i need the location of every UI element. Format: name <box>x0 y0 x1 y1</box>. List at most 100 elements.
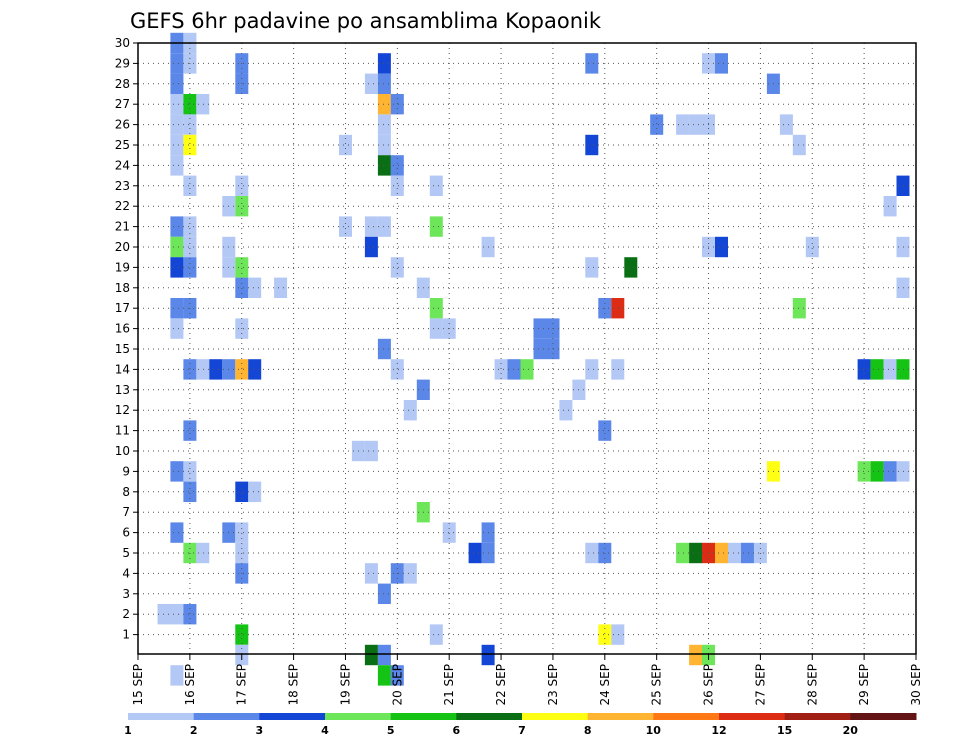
heatmap-cell <box>585 134 599 156</box>
y-tick-label: 29 <box>115 56 130 70</box>
y-tick-label: 9 <box>122 464 130 478</box>
heatmap-cell <box>248 359 262 380</box>
y-tick-label: 26 <box>115 118 130 132</box>
heatmap-cell <box>170 216 184 237</box>
heatmap-cell <box>533 338 547 360</box>
heatmap-cell <box>559 400 573 421</box>
heatmap-cell <box>650 114 664 135</box>
heatmap-cell <box>235 481 249 502</box>
colorbar-label: 8 <box>584 724 592 737</box>
heatmap-cell <box>429 216 443 237</box>
heatmap-cell <box>676 114 690 135</box>
heatmap-cell <box>377 53 391 74</box>
heatmap-cell <box>728 542 741 564</box>
heatmap-cell <box>429 318 443 339</box>
heatmap-cell <box>779 114 793 135</box>
heatmap-cell <box>689 542 703 564</box>
colorbar-label: 12 <box>711 724 726 737</box>
heatmap-cell <box>183 481 197 502</box>
colorbar-label: 7 <box>518 724 526 737</box>
heatmap-cell <box>183 216 197 237</box>
y-tick-label: 12 <box>115 403 130 417</box>
heatmap-cell <box>792 298 806 319</box>
heatmap-cell <box>196 94 210 115</box>
heatmap-cell <box>377 155 391 176</box>
colorbar-swatch <box>193 713 260 720</box>
heatmap-cell <box>339 134 352 156</box>
heatmap-cell <box>883 359 897 380</box>
x-tick-label: 30 SEP <box>909 664 923 706</box>
heatmap-cell <box>170 665 184 686</box>
heatmap-cell <box>494 359 508 380</box>
heatmap-cell <box>883 196 897 217</box>
heatmap-cell <box>377 338 391 360</box>
heatmap-cell <box>377 114 391 135</box>
heatmap-cell <box>248 481 262 502</box>
y-tick-label: 4 <box>122 566 130 580</box>
colorbar-swatch <box>850 713 917 720</box>
heatmap-cell <box>170 53 184 74</box>
y-tick-label: 20 <box>115 240 130 254</box>
x-tick-label: 16 SEP <box>183 664 197 706</box>
y-tick-label: 7 <box>122 505 130 519</box>
heatmap-cell <box>676 542 690 564</box>
y-tick-label: 21 <box>115 220 130 234</box>
y-tick-label: 17 <box>115 301 130 315</box>
colorbar-swatch <box>522 713 589 720</box>
x-tick-label: 21 SEP <box>442 664 456 706</box>
x-tick-label: 18 SEP <box>287 664 301 706</box>
heatmap-cell <box>235 196 249 217</box>
colorbar-label: 3 <box>255 724 263 737</box>
heatmap-cell <box>805 236 819 258</box>
heatmap-cell <box>274 277 288 298</box>
heatmap-cell <box>429 175 443 196</box>
heatmap-cell <box>377 583 391 604</box>
y-tick-label: 14 <box>115 362 130 376</box>
colorbar-swatch <box>128 713 195 720</box>
heatmap-cell <box>429 298 443 319</box>
heatmap-cell <box>183 175 197 196</box>
heatmap-cell <box>339 216 352 237</box>
y-tick-label: 28 <box>115 77 130 91</box>
heatmap-cell <box>364 440 378 462</box>
heatmap-cell <box>585 359 599 380</box>
y-tick-label: 24 <box>115 158 130 172</box>
heatmap-cells <box>157 32 910 686</box>
heatmap-cell <box>235 522 249 543</box>
heatmap-cell <box>170 522 184 543</box>
heatmap-cell <box>598 624 612 645</box>
colorbar-swatch <box>325 713 392 720</box>
heatmap-cell <box>364 216 378 237</box>
y-tick-label: 30 <box>115 36 130 50</box>
heatmap-cell <box>857 461 871 482</box>
heatmap-cell <box>364 73 378 94</box>
heatmap-cell <box>857 359 871 380</box>
heatmap-cell <box>170 257 184 278</box>
heatmap-cell <box>170 298 184 319</box>
y-tick-label: 27 <box>115 97 130 111</box>
x-tick-label: 26 SEP <box>702 664 716 706</box>
colorbar-label: 1 <box>124 724 132 737</box>
x-tick-label: 20 SEP <box>390 664 404 706</box>
heatmap-cell <box>183 604 197 625</box>
x-axis-ticks: 15 SEP 16 SEP 17 SEP 18 SEP 19 SEP 20 SEP 21 S… <box>131 654 923 706</box>
y-tick-label: 11 <box>115 424 130 438</box>
colorbar-swatch <box>259 713 326 720</box>
heatmap-cell <box>183 94 197 115</box>
heatmap-cell <box>377 134 391 156</box>
heatmap-cell <box>364 563 378 584</box>
heatmap-cell <box>390 94 404 115</box>
y-tick-label: 8 <box>122 485 130 499</box>
colorbar-swatch <box>784 713 851 720</box>
heatmap-cell <box>170 236 184 258</box>
heatmap-cell <box>183 420 197 441</box>
heatmap-cell <box>377 665 391 686</box>
heatmap-cell <box>520 359 534 380</box>
y-tick-label: 22 <box>115 199 130 213</box>
y-tick-label: 2 <box>122 607 130 621</box>
x-tick-label: 22 SEP <box>494 664 508 706</box>
x-tick-label: 28 SEP <box>805 664 819 706</box>
heatmap-cell <box>209 359 223 380</box>
heatmap-cell <box>883 461 897 482</box>
